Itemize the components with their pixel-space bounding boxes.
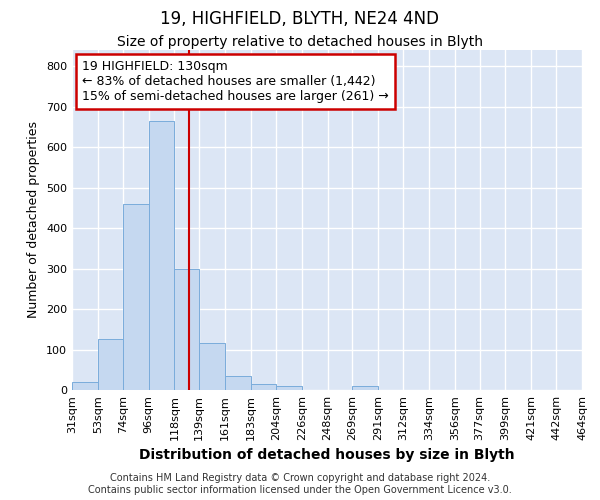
Bar [225, 376, 251, 390]
Text: Size of property relative to detached houses in Blyth: Size of property relative to detached ho… [117, 35, 483, 49]
Bar [199, 344, 225, 390]
Text: 19 HIGHFIELD: 130sqm
← 83% of detached houses are smaller (1,442)
15% of semi-de: 19 HIGHFIELD: 130sqm ← 83% of detached h… [82, 60, 389, 103]
Y-axis label: Number of detached properties: Number of detached properties [28, 122, 40, 318]
Bar [276, 386, 302, 390]
Text: Contains HM Land Registry data © Crown copyright and database right 2024.
Contai: Contains HM Land Registry data © Crown c… [88, 474, 512, 495]
Bar [251, 384, 276, 390]
Bar [98, 338, 122, 390]
Text: 19, HIGHFIELD, BLYTH, NE24 4ND: 19, HIGHFIELD, BLYTH, NE24 4ND [161, 10, 439, 28]
Bar [175, 268, 199, 390]
Bar [352, 386, 378, 390]
Bar [149, 121, 175, 390]
Bar [72, 382, 98, 390]
Bar [122, 204, 149, 390]
X-axis label: Distribution of detached houses by size in Blyth: Distribution of detached houses by size … [139, 448, 515, 462]
